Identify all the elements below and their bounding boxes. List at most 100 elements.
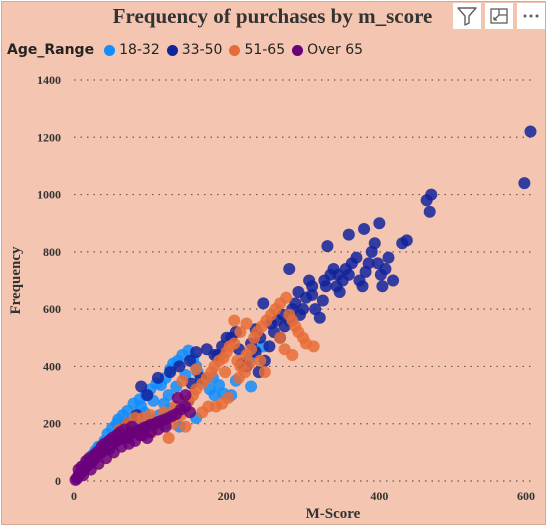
data-point[interactable] (425, 188, 438, 201)
data-point[interactable] (219, 366, 232, 379)
y-tick-label: 1000 (37, 188, 61, 202)
legend-label: 51-65 (244, 42, 286, 58)
data-point[interactable] (190, 363, 203, 376)
legend-item-33-50[interactable]: 33-50 (166, 42, 223, 58)
legend-item-51-65[interactable]: 51-65 (229, 42, 285, 58)
data-point[interactable] (232, 371, 245, 384)
legend-marker (104, 44, 116, 56)
legend: Age_Range 18-32 33-50 51-65 Over 65 (7, 42, 370, 58)
data-point[interactable] (258, 366, 271, 379)
data-point[interactable] (518, 177, 531, 190)
data-point[interactable] (122, 437, 135, 450)
data-point[interactable] (141, 389, 154, 402)
y-axis-title: Frequency (8, 246, 24, 315)
data-point[interactable] (135, 380, 148, 393)
data-point[interactable] (240, 317, 253, 330)
data-point[interactable] (184, 406, 197, 419)
data-point[interactable] (234, 326, 247, 339)
y-tick-label: 800 (43, 245, 61, 259)
data-point[interactable] (228, 337, 241, 350)
data-point[interactable] (382, 251, 395, 264)
legend-label: 18-32 (119, 42, 160, 58)
data-point[interactable] (423, 205, 436, 218)
data-point[interactable] (164, 366, 177, 379)
data-point[interactable] (283, 263, 296, 276)
legend-label: 33-50 (181, 42, 223, 58)
data-point[interactable] (141, 432, 154, 445)
data-point[interactable] (222, 391, 235, 404)
data-point[interactable] (333, 285, 346, 298)
x-axis-ticks: 0 200 400 600 (71, 489, 535, 503)
data-point[interactable] (263, 340, 276, 353)
data-point[interactable] (400, 234, 413, 247)
filter-icon (457, 7, 477, 26)
data-point[interactable] (316, 294, 329, 307)
data-point[interactable] (278, 343, 291, 356)
data-point[interactable] (307, 340, 320, 353)
data-point[interactable] (313, 311, 326, 324)
data-point[interactable] (387, 274, 400, 287)
data-point[interactable] (274, 331, 287, 344)
data-point[interactable] (373, 217, 386, 230)
data-point[interactable] (176, 374, 189, 387)
data-point[interactable] (243, 357, 256, 370)
y-tick-label: 200 (43, 417, 61, 431)
legend-marker (229, 44, 241, 56)
x-tick-label: 200 (218, 489, 236, 503)
data-point[interactable] (376, 280, 389, 293)
data-point[interactable] (162, 432, 175, 445)
data-point[interactable] (228, 314, 241, 327)
x-axis-title: M-Score (306, 506, 361, 522)
data-point[interactable] (179, 389, 192, 402)
data-point[interactable] (257, 297, 270, 310)
data-point[interactable] (173, 360, 186, 373)
focus-mode-icon (490, 8, 508, 24)
data-point[interactable] (151, 371, 164, 384)
data-point[interactable] (162, 389, 175, 402)
chart-title: Frequency of purchases by m_score (112, 4, 433, 28)
data-point[interactable] (179, 420, 192, 433)
data-point[interactable] (112, 413, 125, 426)
data-point[interactable] (358, 222, 371, 235)
x-tick-label: 400 (370, 489, 388, 503)
data-point[interactable] (342, 228, 355, 241)
focus-mode-button[interactable] (485, 3, 513, 29)
data-point[interactable] (254, 354, 267, 367)
data-point[interactable] (190, 346, 203, 359)
data-point[interactable] (379, 263, 392, 276)
data-point[interactable] (342, 268, 355, 281)
y-tick-label: 1400 (37, 73, 61, 87)
x-tick-label: 600 (517, 489, 535, 503)
data-point[interactable] (245, 380, 258, 393)
data-point[interactable] (350, 251, 363, 264)
data-point[interactable] (318, 274, 331, 287)
data-point[interactable] (306, 288, 319, 301)
data-point[interactable] (356, 280, 369, 293)
data-point[interactable] (245, 343, 258, 356)
data-point[interactable] (306, 280, 319, 293)
more-options-button[interactable] (517, 3, 545, 29)
data-point[interactable] (184, 354, 197, 367)
data-point[interactable] (332, 268, 345, 281)
data-point[interactable] (159, 420, 172, 433)
x-tick-label: 0 (71, 489, 77, 503)
data-point[interactable] (126, 420, 139, 433)
visual-header-tools (453, 3, 545, 29)
data-point[interactable] (208, 389, 221, 402)
data-point[interactable] (368, 237, 381, 250)
data-point[interactable] (280, 291, 293, 304)
data-point[interactable] (362, 257, 375, 270)
filter-button[interactable] (453, 3, 481, 29)
y-tick-label: 400 (43, 359, 61, 373)
legend-item-over-65[interactable]: Over 65 (292, 42, 363, 58)
data-point[interactable] (321, 240, 334, 253)
y-tick-label: 1200 (37, 130, 61, 144)
legend-label: Over 65 (307, 42, 364, 58)
legend-title: Age_Range (7, 42, 95, 58)
more-options-icon (523, 14, 539, 18)
data-point[interactable] (524, 125, 537, 138)
y-axis-ticks: 0 200 400 600 800 1000 1200 1400 (37, 73, 61, 488)
legend-item-18-32[interactable]: 18-32 (104, 42, 160, 58)
data-points (69, 125, 537, 486)
